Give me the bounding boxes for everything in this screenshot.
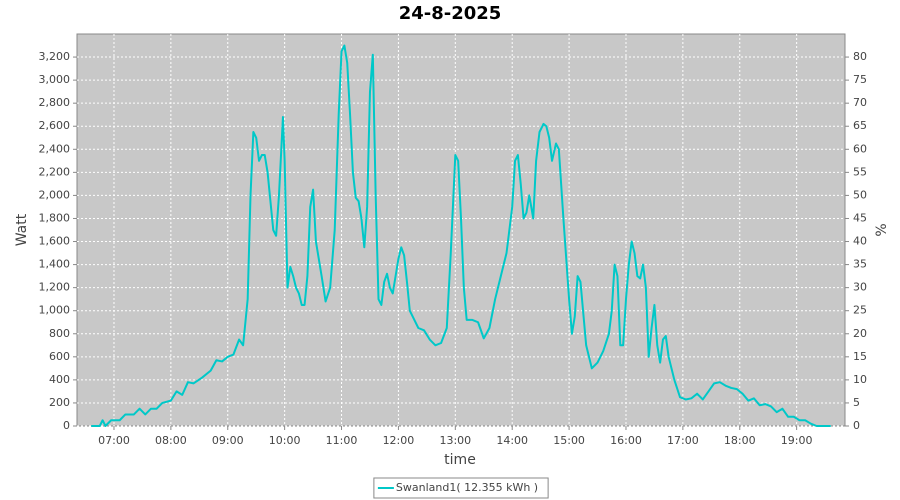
y-tick-label: 600 bbox=[49, 350, 70, 363]
x-tick-label: 15:00 bbox=[553, 434, 585, 447]
y2-tick-label: 40 bbox=[853, 235, 867, 248]
y2-tick-label: 50 bbox=[853, 188, 867, 201]
legend: Swanland1( 12.355 kWh ) bbox=[373, 477, 549, 499]
y2-tick-label: 20 bbox=[853, 327, 867, 340]
y2-tick-label: 25 bbox=[853, 304, 867, 317]
y-tick-label: 3,000 bbox=[39, 73, 71, 86]
x-tick-label: 11:00 bbox=[326, 434, 358, 447]
x-tick-label: 07:00 bbox=[98, 434, 130, 447]
y-tick-label: 2,600 bbox=[39, 119, 71, 132]
x-tick-label: 14:00 bbox=[496, 434, 528, 447]
y-tick-label: 2,800 bbox=[39, 96, 71, 109]
y-tick-label: 0 bbox=[63, 419, 70, 432]
y2-tick-label: 75 bbox=[853, 73, 867, 86]
legend-label: Swanland1( 12.355 kWh ) bbox=[396, 481, 538, 494]
y-tick-label: 1,400 bbox=[39, 258, 71, 271]
x-tick-label: 12:00 bbox=[383, 434, 415, 447]
y-tick-label: 2,400 bbox=[39, 142, 71, 155]
x-tick-label: 08:00 bbox=[155, 434, 187, 447]
x-tick-label: 09:00 bbox=[212, 434, 244, 447]
y-tick-label: 1,800 bbox=[39, 211, 71, 224]
y-tick-label: 400 bbox=[49, 373, 70, 386]
x-tick-label: 13:00 bbox=[439, 434, 471, 447]
y2-tick-label: 10 bbox=[853, 373, 867, 386]
x-tick-label: 17:00 bbox=[667, 434, 699, 447]
y-tick-label: 2,200 bbox=[39, 165, 71, 178]
y-axis-label: Watt bbox=[14, 213, 30, 246]
x-tick-label: 18:00 bbox=[724, 434, 756, 447]
series-line bbox=[91, 44, 831, 427]
y2-tick-label: 80 bbox=[853, 50, 867, 63]
y2-tick-label: 0 bbox=[853, 419, 860, 432]
x-tick-label: 16:00 bbox=[610, 434, 642, 447]
x-axis-label: time bbox=[444, 452, 476, 468]
y2-tick-label: 65 bbox=[853, 119, 867, 132]
y2-tick-label: 45 bbox=[853, 211, 867, 224]
x-tick-label: 10:00 bbox=[269, 434, 301, 447]
x-tick-label: 19:00 bbox=[781, 434, 813, 447]
y-tick-label: 2,000 bbox=[39, 188, 71, 201]
y-tick-label: 3,200 bbox=[39, 50, 71, 63]
y2-tick-label: 30 bbox=[853, 281, 867, 294]
y2-tick-label: 35 bbox=[853, 258, 867, 271]
y-tick-label: 800 bbox=[49, 327, 70, 340]
y2-tick-label: 5 bbox=[853, 396, 860, 409]
y-tick-label: 1,000 bbox=[39, 304, 71, 317]
legend-box bbox=[373, 477, 549, 499]
y2-tick-label: 70 bbox=[853, 96, 867, 109]
chart-title: 24-8-2025 bbox=[399, 3, 502, 24]
y-tick-label: 1,600 bbox=[39, 235, 71, 248]
y-tick-label: 1,200 bbox=[39, 281, 71, 294]
y2-tick-label: 15 bbox=[853, 350, 867, 363]
y-tick-label: 200 bbox=[49, 396, 70, 409]
y2-tick-label: 60 bbox=[853, 142, 867, 155]
y2-tick-label: 55 bbox=[853, 165, 867, 178]
y2-axis-label: % bbox=[874, 223, 890, 236]
